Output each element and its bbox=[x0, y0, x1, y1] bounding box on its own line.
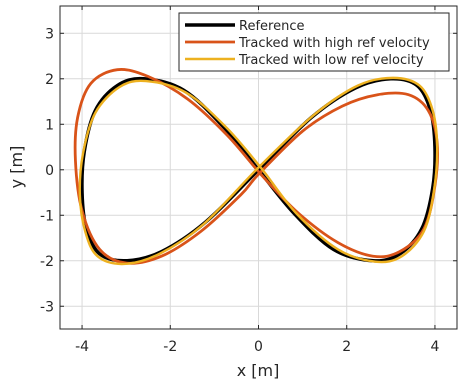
series-layer bbox=[73, 68, 439, 266]
y-tick-label: 2 bbox=[45, 72, 54, 88]
x-tick-label: -2 bbox=[163, 339, 177, 355]
x-tick-label: 4 bbox=[430, 339, 439, 355]
ticks: -4 -2 0 2 4 -3 -2 -1 0 1 2 3 bbox=[40, 6, 457, 355]
x-tick-label: 2 bbox=[342, 339, 351, 355]
y-tick-label: 1 bbox=[45, 117, 54, 133]
x-axis-label: x [m] bbox=[237, 361, 280, 380]
legend-label-tracked-high-velocity: Tracked with high ref velocity bbox=[238, 36, 430, 51]
y-tick-label: -2 bbox=[40, 254, 54, 270]
x-tick-label: 0 bbox=[254, 339, 263, 355]
y-axis-label: y [m] bbox=[7, 146, 26, 189]
series-line-tracked-low-velocity bbox=[78, 76, 439, 266]
legend-label-tracked-low-velocity: Tracked with low ref velocity bbox=[238, 53, 424, 68]
y-tick-label: 3 bbox=[45, 26, 54, 42]
y-tick-label: 0 bbox=[45, 163, 54, 179]
x-tick-label: -4 bbox=[75, 339, 89, 355]
y-tick-label: -3 bbox=[40, 299, 54, 315]
series-line-tracked-high-velocity bbox=[73, 68, 439, 265]
y-tick-label: -1 bbox=[40, 208, 54, 224]
legend-label-reference: Reference bbox=[239, 19, 304, 34]
legend: Reference Tracked with high ref velocity T… bbox=[178, 12, 450, 72]
